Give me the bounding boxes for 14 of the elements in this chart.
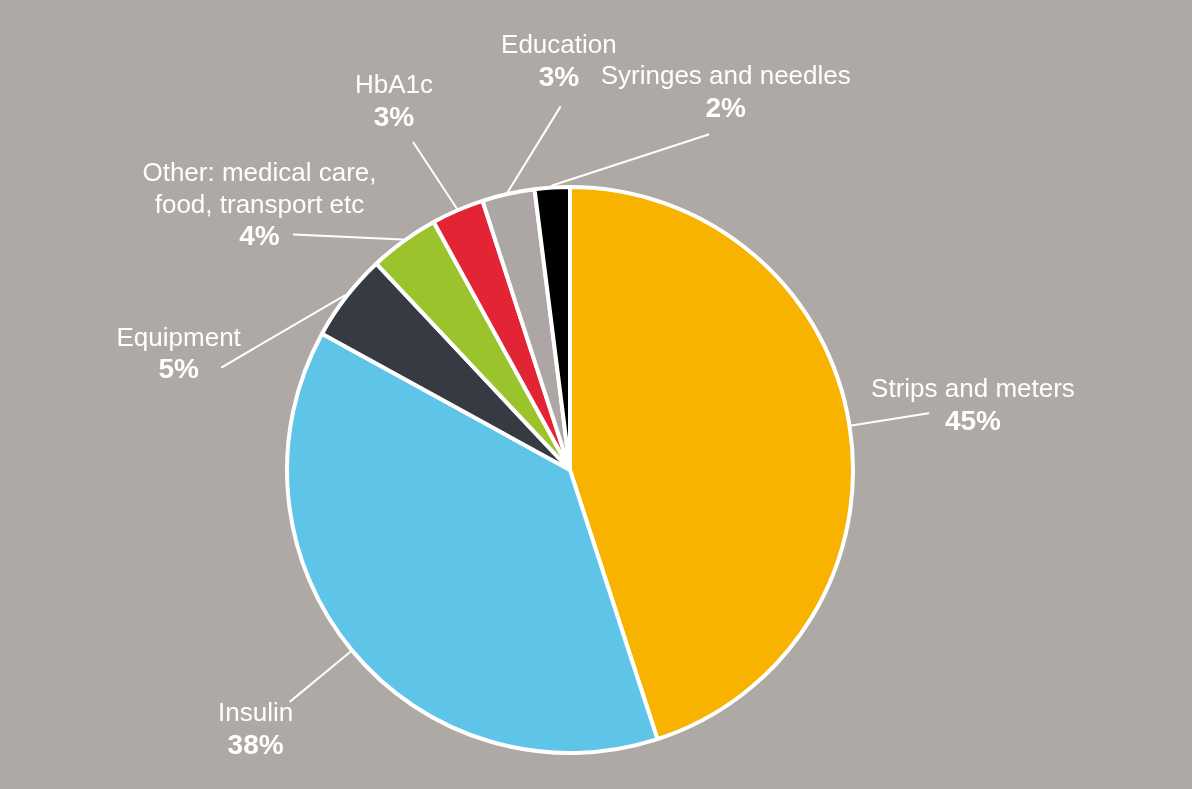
data-label: 5% (158, 353, 200, 385)
data-label: 4% (239, 220, 280, 252)
slice-label: Strips and meters (871, 373, 1075, 404)
slice-label: Education (501, 29, 617, 60)
slice-label: Syringes and needles (600, 60, 851, 91)
slice-label: Other: medical care, food, transport etc (142, 156, 377, 219)
data-label: 45% (944, 404, 1002, 436)
data-label: 2% (705, 91, 747, 123)
data-label: 3% (373, 100, 415, 132)
slice-label: Equipment (116, 321, 242, 352)
data-label: 38% (227, 728, 284, 760)
slice-label: HbA1c (354, 69, 433, 100)
data-label: 3% (538, 60, 580, 92)
slice-label: Insulin (218, 697, 294, 728)
